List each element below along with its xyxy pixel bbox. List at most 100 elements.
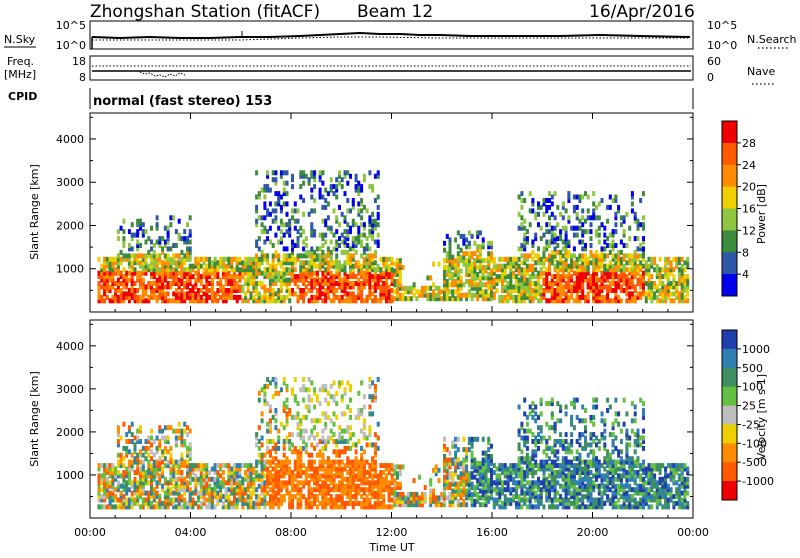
range-time-cell [211,487,214,492]
range-time-cell [189,240,192,245]
range-time-cell [302,181,305,186]
range-time-cell [371,291,374,296]
range-time-cell [338,243,341,248]
range-time-cell [297,295,300,300]
range-time-cell [656,285,659,290]
range-time-cell [531,449,534,454]
range-time-cell [664,285,667,290]
range-time-cell [628,253,631,258]
range-time-cell [518,212,521,217]
range-time-cell [366,253,369,258]
range-time-cell [368,442,371,447]
range-time-cell [556,243,559,248]
range-time-cell [346,243,349,248]
range-time-cell [512,285,515,290]
range-time-cell [526,278,529,283]
range-time-cell [239,480,242,485]
range-time-cell [283,460,286,465]
range-time-cell [374,491,377,496]
range-time-cell [139,253,142,258]
range-time-cell [438,286,441,291]
range-time-cell [175,243,178,248]
range-time-cell [164,425,167,430]
range-time-cell [653,281,656,286]
cpid-mode-text: normal (fast stereo) 153 [93,94,272,109]
range-time-cell [410,492,413,497]
range-time-cell [335,449,338,454]
range-time-cell [106,257,109,262]
range-time-cell [117,453,120,458]
range-time-cell [280,219,283,224]
range-time-cell [623,264,626,269]
range-time-cell [321,453,324,458]
range-time-cell [537,212,540,217]
range-time-cell [294,208,297,213]
range-time-cell [147,436,150,441]
range-time-cell [601,222,604,227]
range-time-cell [341,411,344,416]
range-time-cell [294,257,297,262]
cpid-panel: CPID normal (fast stereo) 153 [8,88,693,109]
range-time-cell [355,174,358,179]
range-time-cell [603,264,606,269]
range-time-cell [402,265,405,270]
range-time-cell [324,384,327,389]
range-time-cell [526,446,529,451]
range-time-cell [338,222,341,227]
range-time-cell [429,489,432,494]
range-time-cell [321,170,324,175]
range-time-cell [609,250,612,255]
range-time-cell [509,257,512,262]
range-time-cell [371,184,374,189]
range-time-cell [670,291,673,296]
range-time-cell [172,298,175,303]
range-time-cell [606,236,609,241]
range-time-cell [111,504,114,509]
range-time-cell [280,460,283,465]
range-time-cell [330,271,333,276]
range-time-cell [261,229,264,234]
range-time-cell [164,456,167,461]
range-time-cell [377,274,380,279]
range-time-cell [460,293,463,298]
range-time-cell [360,487,363,492]
range-time-cell [349,432,352,437]
range-time-cell [178,422,181,427]
range-time-cell [297,411,300,416]
range-time-cell [349,208,352,213]
range-time-cell [236,463,239,468]
range-time-cell [349,246,352,251]
range-time-cell [283,222,286,227]
range-time-cell [172,498,175,503]
range-time-cell [233,257,236,262]
range-time-cell [274,201,277,206]
range-time-cell [360,208,363,213]
range-time-cell [277,498,280,503]
range-time-cell [288,439,291,444]
range-time-cell [280,195,283,200]
range-time-cell [363,271,366,276]
range-time-cell [473,251,476,256]
range-time-cell [534,411,537,416]
range-time-cell [297,229,300,234]
range-time-cell [590,243,593,248]
range-time-cell [302,229,305,234]
range-time-cell [346,477,349,482]
range-time-cell [274,463,277,468]
range-time-cell [277,288,280,293]
range-time-cell [374,442,377,447]
range-time-cell [321,205,324,210]
range-time-cell [562,260,565,265]
range-time-cell [313,271,316,276]
range-time-cell [344,439,347,444]
range-time-cell [534,491,537,496]
range-time-cell [637,278,640,283]
range-time-cell [614,212,617,217]
range-time-cell [352,442,355,447]
range-time-cell [100,463,103,468]
range-time-cell [120,271,123,276]
range-time-cell [227,487,230,492]
range-time-cell [487,293,490,298]
range-time-cell [117,236,120,241]
range-time-cell [399,482,402,487]
